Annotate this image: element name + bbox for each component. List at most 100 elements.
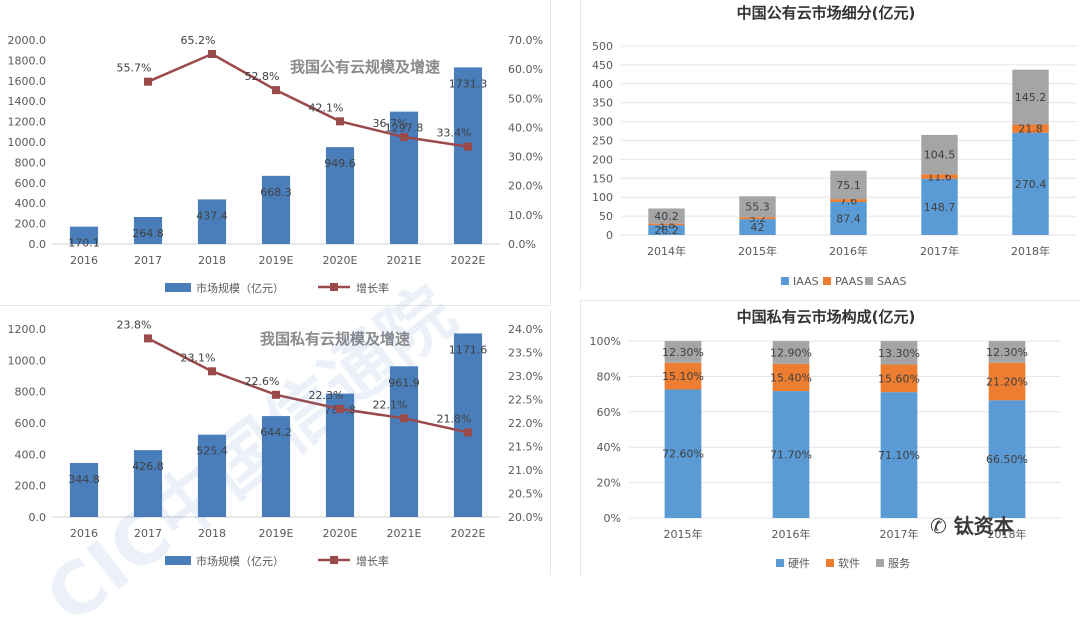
line-marker xyxy=(272,86,280,95)
stacked-bar-segment xyxy=(830,201,867,235)
x-tick-label: 2021E xyxy=(387,527,422,540)
bar-value-label: 1171.6 xyxy=(449,343,488,356)
bar-value-label: 1731.3 xyxy=(449,77,488,90)
line-marker xyxy=(400,133,408,142)
growth-rate-line xyxy=(147,52,469,148)
x-tick-label: 2017 xyxy=(134,254,162,267)
segment-value-label: 15.10% xyxy=(662,370,704,383)
bar-value-label: 644.2 xyxy=(260,426,292,439)
y-tick-label: 200.0 xyxy=(15,480,47,493)
y2-tick-label: 22.5% xyxy=(508,394,543,407)
y2-tick-label: 50.0% xyxy=(508,92,543,105)
legend-label: SAAS xyxy=(877,275,907,288)
line-marker xyxy=(144,77,152,86)
segment-value-label: 12.30% xyxy=(986,346,1028,359)
x-tick-label: 2018 xyxy=(198,527,226,540)
line-marker xyxy=(464,142,472,151)
chart-title: 中国公有云市场细分(亿元) xyxy=(737,4,916,22)
line-value-label: 22.6% xyxy=(245,375,280,388)
bar xyxy=(69,462,99,517)
x-tick-label: 2019E xyxy=(259,527,294,540)
y-tick-label: 0.0 xyxy=(29,511,47,524)
line-value-label: 52.8% xyxy=(245,70,280,83)
stacked-bar-segment xyxy=(772,341,810,364)
segment-value-label: 104.5 xyxy=(924,149,956,162)
legend-label: PAAS xyxy=(835,275,863,288)
legend-swatch xyxy=(826,559,834,567)
y2-tick-label: 10.0% xyxy=(508,209,543,222)
stacked-bar-segment xyxy=(921,134,958,175)
x-tick-label: 2016 xyxy=(70,527,98,540)
line-value-label: 23.8% xyxy=(117,318,152,331)
growth-rate-line xyxy=(147,337,469,434)
segment-value-label: 55.3 xyxy=(745,201,770,214)
segment-value-label: 15.60% xyxy=(878,372,920,385)
line-marker xyxy=(272,390,280,399)
y-tick-label: 1800.0 xyxy=(8,54,47,67)
bar-value-label: 668.3 xyxy=(260,186,292,199)
line-value-label: 65.2% xyxy=(181,34,216,47)
stacked-bar-segment xyxy=(739,219,776,235)
legend-label: 硬件 xyxy=(788,557,810,570)
y2-tick-label: 23.0% xyxy=(508,370,543,383)
y-tick-label: 20% xyxy=(597,477,621,490)
segment-value-label: 270.4 xyxy=(1015,178,1047,191)
stacked-bar-segment xyxy=(880,364,918,393)
stacked-bar-segment xyxy=(1012,132,1049,235)
legend-swatch xyxy=(823,277,831,285)
x-tick-label: 2016年 xyxy=(772,527,811,541)
stacked-bar-segment xyxy=(648,225,685,235)
line-marker xyxy=(336,404,344,413)
y2-tick-label: 21.5% xyxy=(508,441,543,454)
stacked-bar-segment xyxy=(739,217,776,220)
stacked-bar-segment xyxy=(664,362,702,390)
y-tick-label: 200 xyxy=(592,153,613,166)
y-tick-label: 60% xyxy=(597,406,621,419)
bar xyxy=(69,226,99,244)
private-scale-chart-panel: 我国私有云规模及增速 0.0 200.0 400.0 600.0 800.0 1000.0 1… xyxy=(0,310,551,575)
stacked-bar-segment xyxy=(1012,124,1049,133)
legend-label-bar: 市场规模（亿元） xyxy=(196,281,284,295)
public-segments-chart: 中国公有云市场细分(亿元) 0 50 100 150 200 250 300 350 400 450… xyxy=(592,4,1076,288)
y-tick-label: 400.0 xyxy=(15,197,47,210)
segment-value-label: 71.70% xyxy=(770,449,812,462)
x-tick-label: 2014年 xyxy=(647,244,686,258)
y2-tick-label: 24.0% xyxy=(508,323,543,336)
stacked-bar-segment xyxy=(880,392,918,518)
bar xyxy=(133,216,163,244)
bar-value-label: 344.8 xyxy=(68,473,100,486)
bar-value-label: 525.4 xyxy=(196,445,228,458)
segment-value-label: 66.50% xyxy=(986,453,1028,466)
legend-label-line: 增长率 xyxy=(356,281,389,295)
y-tick-label: 1000.0 xyxy=(8,354,47,367)
y-tick-label: 50 xyxy=(599,210,613,223)
y-tick-label: 500 xyxy=(592,40,613,53)
y-tick-label: 1600.0 xyxy=(8,75,47,88)
segment-value-label: 21.8 xyxy=(1018,123,1043,136)
stacked-bar-segment xyxy=(772,391,810,518)
segment-value-label: 42 xyxy=(751,221,765,234)
bar xyxy=(261,175,291,244)
y2-tick-label: 20.0% xyxy=(508,511,543,524)
stacked-bar-segment xyxy=(830,170,867,200)
line-value-label: 33.4% xyxy=(437,127,472,140)
legend-label: 服务 xyxy=(888,557,910,570)
legend-swatch xyxy=(865,277,873,285)
x-tick-label: 2022E xyxy=(451,527,486,540)
segment-value-label: 40.2 xyxy=(654,210,679,223)
bar xyxy=(325,393,355,517)
chart-title: 中国私有云市场构成(亿元) xyxy=(737,308,916,326)
stacked-bar-segment xyxy=(921,178,958,235)
segment-value-label: 15.40% xyxy=(770,371,812,384)
bar xyxy=(197,199,227,244)
x-tick-label: 2018 xyxy=(198,254,226,267)
legend-label: 软件 xyxy=(838,556,860,570)
bar-value-label: 426.8 xyxy=(132,460,164,473)
y-tick-label: 450 xyxy=(592,59,613,72)
bar-value-label: 170.1 xyxy=(68,237,100,250)
y-tick-label: 1200.0 xyxy=(8,323,47,336)
stacked-bar-segment xyxy=(739,196,776,218)
x-tick-label: 2015年 xyxy=(738,244,777,258)
y-tick-label: 0.0 xyxy=(29,238,47,251)
brand-logo: ✆ 钛资本 xyxy=(930,510,1014,539)
